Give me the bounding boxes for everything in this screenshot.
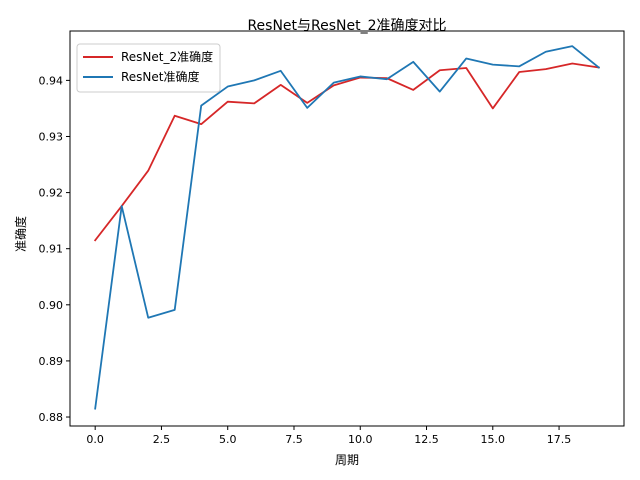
y-tick-label: 0.89: [39, 355, 64, 368]
legend: ResNet_2准确度 ResNet准确度: [76, 43, 221, 93]
y-axis-label: 准确度: [13, 216, 28, 252]
legend-label-resnet-2: ResNet_2准确度: [121, 49, 213, 64]
y-axis-ticks: 0.88 0.89 0.90 0.91 0.92 0.93 0.94: [39, 74, 70, 424]
y-tick-label: 0.94: [39, 74, 64, 87]
y-tick-label: 0.90: [39, 299, 64, 312]
x-tick-label: 12.5: [414, 433, 439, 446]
y-tick-label: 0.93: [39, 130, 64, 143]
x-tick-label: 2.5: [153, 433, 171, 446]
x-tick-label: 17.5: [547, 433, 572, 446]
x-tick-label: 15.0: [481, 433, 506, 446]
series-line-resnet: [94, 45, 601, 410]
y-tick-label: 0.88: [39, 411, 64, 424]
plot-series: [93, 45, 601, 410]
plot-frame: [69, 30, 625, 427]
legend-label-resnet: ResNet准确度: [121, 69, 200, 84]
x-tick-label: 7.5: [285, 433, 303, 446]
y-tick-label: 0.91: [39, 243, 64, 256]
x-tick-label: 10.0: [348, 433, 373, 446]
x-tick-label: 0.0: [86, 433, 104, 446]
x-tick-label: 5.0: [219, 433, 237, 446]
chart-title: ResNet与ResNet_2准确度对比: [247, 18, 446, 34]
x-axis-ticks: 0.0 2.5 5.0 7.5 10.0 12.5 15.0 17.5: [86, 426, 571, 446]
series-line-resnet-2: [93, 62, 600, 242]
y-tick-label: 0.92: [39, 187, 64, 200]
x-axis-label: 周期: [335, 453, 359, 467]
